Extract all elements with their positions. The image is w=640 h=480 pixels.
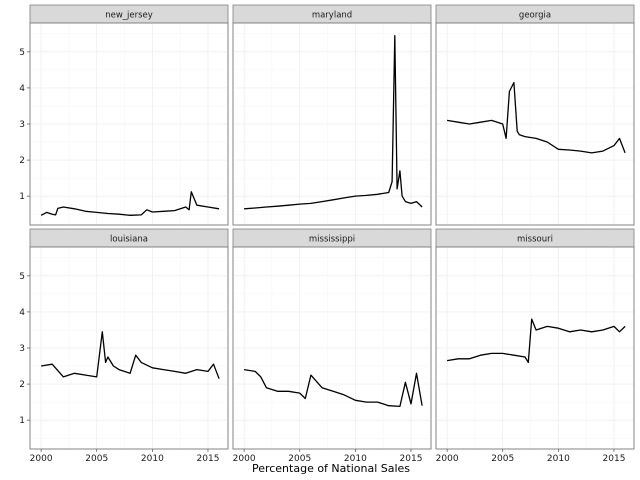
- gridlines: [233, 23, 431, 225]
- facet-maryland: maryland: [232, 4, 432, 226]
- facet-georgia: georgia: [435, 4, 635, 226]
- facet-strip-label: georgia: [519, 11, 551, 21]
- facet-louisiana: louisiana: [29, 228, 229, 450]
- y-tick-label: 1: [19, 416, 25, 426]
- x-axis: 2000 2005 2010 2015 2000 2005 2010 2015 2000 2005…: [30, 449, 626, 464]
- x-tick-label: 2015: [400, 454, 423, 464]
- y-axis: 1 2 3 4 5 1 2 3 4 5: [19, 48, 30, 426]
- facet-panels: new_jersey maryland georgia louisiana missis…: [29, 4, 635, 450]
- y-tick-label: 3: [19, 344, 25, 354]
- gridlines: [436, 23, 634, 225]
- gridlines: [30, 23, 228, 225]
- x-tick-label: 2010: [344, 454, 367, 464]
- facet-missouri: missouri: [435, 228, 635, 450]
- facet-strip-label: maryland: [312, 11, 352, 21]
- series-line-maryland: [244, 34, 423, 210]
- panel-border: [232, 246, 432, 450]
- x-tick-label: 2010: [547, 454, 570, 464]
- y-tick-label: 2: [19, 156, 25, 166]
- y-tick-label: 1: [19, 192, 25, 202]
- x-tick-label: 2000: [30, 454, 53, 464]
- series-line-new_jersey: [40, 191, 220, 216]
- y-tick-label: 4: [19, 308, 25, 318]
- facet-strip-label: louisiana: [110, 235, 148, 245]
- gridlines: [436, 247, 634, 449]
- y-tick-label: 5: [19, 272, 25, 282]
- series-line-georgia: [446, 81, 626, 154]
- y-tick-label: 5: [19, 48, 25, 58]
- facet-new_jersey: new_jersey: [29, 4, 229, 226]
- x-tick-label: 2000: [436, 454, 459, 464]
- gridlines: [233, 247, 431, 449]
- panel-border: [435, 246, 635, 450]
- x-tick-label: 2005: [288, 454, 311, 464]
- facet-strip-label: new_jersey: [105, 11, 153, 21]
- x-tick-label: 2015: [197, 454, 220, 464]
- panel-border: [435, 22, 635, 226]
- x-tick-label: 2000: [233, 454, 256, 464]
- series-line-missouri: [446, 318, 626, 364]
- x-tick-label: 2005: [491, 454, 514, 464]
- x-axis-title: Percentage of National Sales: [252, 462, 410, 475]
- series-line-louisiana: [40, 331, 220, 379]
- y-tick-label: 3: [19, 120, 25, 130]
- x-tick-label: 2015: [603, 454, 626, 464]
- y-tick-label: 2: [19, 380, 25, 390]
- x-tick-label: 2010: [141, 454, 164, 464]
- facet-strip-label: missouri: [517, 235, 553, 245]
- facet-strip-label: mississippi: [309, 235, 355, 245]
- x-tick-label: 2005: [85, 454, 108, 464]
- facet-mississippi: mississippi: [232, 228, 432, 450]
- y-tick-label: 4: [19, 84, 25, 94]
- gridlines: [30, 247, 228, 449]
- panel-border: [232, 22, 432, 226]
- series-line-mississippi: [243, 368, 423, 408]
